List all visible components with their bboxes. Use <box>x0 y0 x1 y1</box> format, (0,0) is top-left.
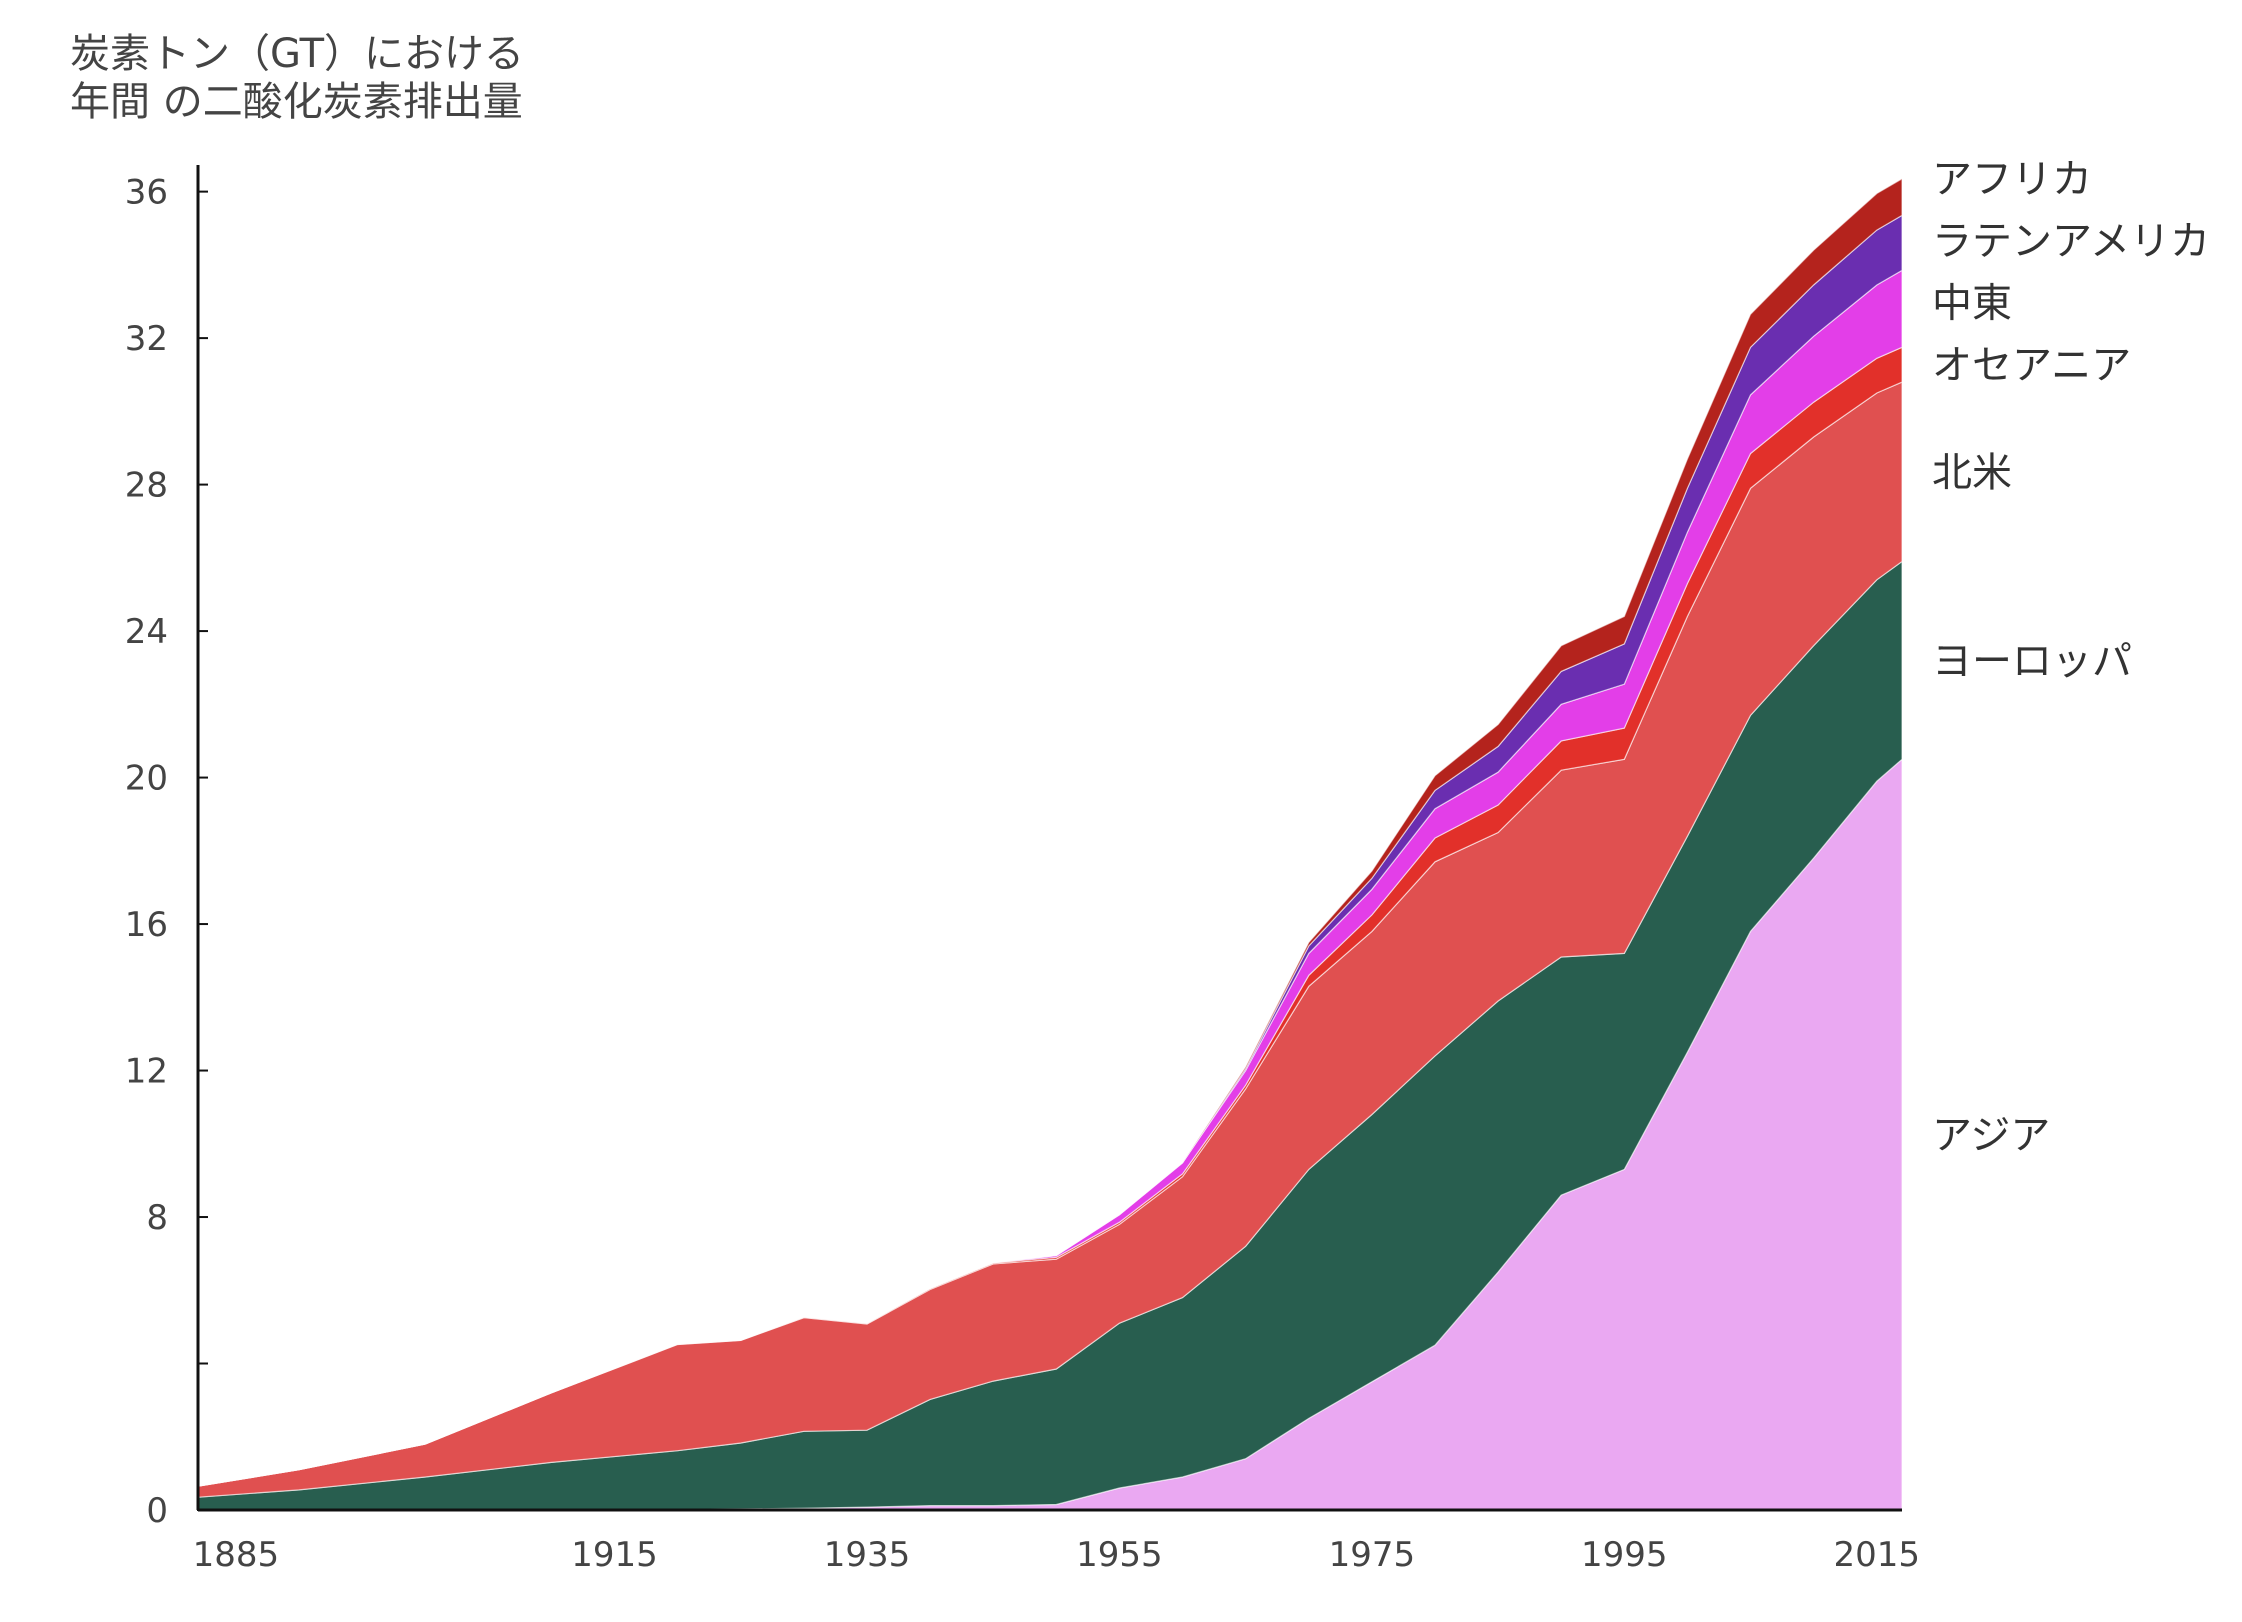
y-tick-label: 24 <box>125 612 168 652</box>
x-tick-label: 1995 <box>1581 1535 1668 1575</box>
y-tick-label: 28 <box>125 466 168 506</box>
legend-label-4: 中東 <box>1932 281 2012 327</box>
x-tick-label: 1935 <box>824 1535 911 1575</box>
y-axis-title-line-1: 炭素トン（GT）における <box>70 31 525 77</box>
x-tick-label: 1975 <box>1329 1535 1416 1575</box>
area-series-6 <box>197 177 1903 1487</box>
y-tick-label: 36 <box>125 173 168 213</box>
y-tick-label: 20 <box>125 759 168 799</box>
y-tick-label: 8 <box>146 1198 168 1238</box>
y-tick-label: 32 <box>125 319 168 359</box>
y-axis-title: 炭素トン（GT）における 年間 の二酸化炭素排出量 <box>70 30 524 126</box>
legend-label-5: ラテンアメリカ <box>1932 219 2210 265</box>
legend-label-3: オセアニア <box>1932 343 2131 389</box>
x-tick-label: 2015 <box>1833 1535 1920 1575</box>
legend-label-2: 北米 <box>1932 450 2012 496</box>
legend-label-0: アジア <box>1932 1113 2050 1159</box>
x-tick-label: 1955 <box>1076 1535 1163 1575</box>
x-tick-label: 1915 <box>571 1535 658 1575</box>
y-tick-label: 16 <box>125 905 168 945</box>
y-tick-label: 12 <box>125 1052 168 1092</box>
area-layer <box>197 177 1903 1511</box>
axes-layer: 0 8 12 16 20 24 28 32 36 1885 1915 1935 1955 1975 1995… <box>125 165 1920 1575</box>
legend-label-1: ヨーロッパ <box>1932 638 2132 684</box>
x-tick-label: 1885 <box>193 1535 280 1575</box>
legend-label-6: アフリカ <box>1932 157 2092 203</box>
y-axis-title-line-2: 年間 の二酸化炭素排出量 <box>70 79 523 125</box>
y-tick-label: 0 <box>146 1491 168 1531</box>
